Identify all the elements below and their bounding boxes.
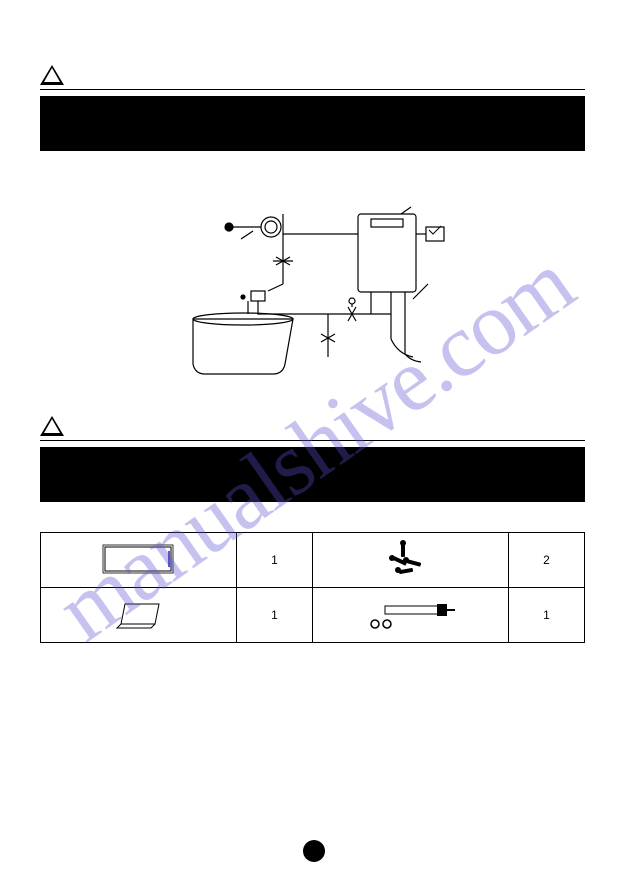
section-heading-bar-1 [40,96,585,151]
part-qty: 1 [508,588,584,643]
table-row: 1 1 [41,588,585,643]
page-number-dot [303,840,325,862]
part-qty: 1 [236,533,312,588]
warning-icon [40,416,64,436]
part-qty: 2 [508,533,584,588]
part-image-cell [312,588,508,643]
installation-diagram [40,171,585,406]
section-heading-bar-2 [40,447,585,502]
warning-icon [40,65,64,85]
table-row: 1 2 [41,533,585,588]
part-image-cell [312,533,508,588]
part-image-cell [41,588,237,643]
part-image-cell [41,533,237,588]
manual-page: 1 2 [40,65,585,643]
divider [40,89,585,90]
parts-list-table: 1 2 [40,532,585,643]
divider [40,440,585,441]
part-qty: 1 [236,588,312,643]
